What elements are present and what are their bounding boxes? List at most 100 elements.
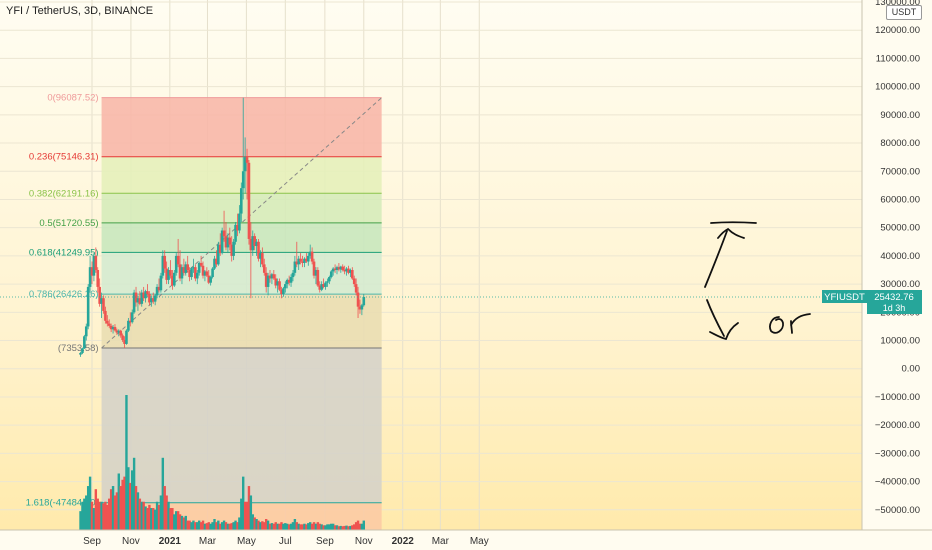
candle-body	[104, 310, 107, 321]
drawing-annotations[interactable]	[704, 221, 811, 341]
volume-bar	[224, 522, 228, 530]
volume-bar	[228, 523, 232, 530]
candle-body	[127, 320, 130, 331]
volume-bar	[261, 521, 264, 530]
volume-bar	[257, 520, 260, 530]
candle-body	[144, 291, 147, 299]
candle-body	[111, 326, 115, 330]
volume-bar	[222, 520, 226, 530]
volume-bar	[310, 523, 314, 530]
candle-body	[328, 277, 331, 282]
candle-body	[238, 213, 241, 231]
candle-body	[299, 258, 302, 262]
volume-bar	[297, 523, 300, 530]
candle-body	[333, 268, 337, 270]
volume-bar	[161, 457, 165, 530]
volume-bar	[190, 522, 193, 530]
candle-body	[343, 270, 346, 272]
volume-bar	[291, 522, 295, 530]
volume-bar	[307, 523, 310, 530]
volume-bar	[345, 525, 348, 530]
volume-bar	[136, 492, 140, 530]
volume-bar	[157, 504, 161, 530]
x-axis[interactable]: Sep Nov 2021 Mar May Jul Sep Nov 2022 Mar May	[0, 529, 932, 550]
candle-body	[146, 291, 149, 294]
volume-bar	[236, 522, 239, 530]
y-tick-label: −50000.00	[875, 505, 920, 516]
volume-bar	[255, 519, 258, 530]
candle-body	[312, 261, 316, 276]
candle-body	[243, 157, 247, 172]
y-tick-label: 0.00	[902, 364, 921, 375]
volume-bar	[129, 482, 132, 530]
volume-bar	[268, 523, 272, 530]
volume-bar	[175, 511, 178, 530]
candle-body	[285, 279, 289, 285]
volume-bar	[282, 523, 285, 530]
y-tick-label: 90000.00	[880, 110, 920, 121]
candle-body	[303, 258, 306, 263]
y-tick-label: 120000.00	[875, 25, 920, 36]
volume-bar	[356, 520, 360, 530]
or-o-drawing	[769, 316, 784, 334]
candle-body	[195, 272, 199, 279]
volume-bar	[134, 486, 138, 530]
candle-body	[155, 286, 159, 296]
candle-body	[199, 262, 203, 266]
volume-bar	[150, 508, 153, 530]
volume-bar	[328, 524, 331, 530]
volume-bar	[188, 520, 191, 530]
candle-body	[276, 281, 279, 286]
candle-body	[262, 264, 266, 273]
volume-bar	[132, 457, 136, 530]
candle-body	[173, 272, 176, 286]
candle-body	[188, 270, 191, 278]
candle-body	[81, 348, 84, 353]
candle-body	[148, 293, 151, 303]
candle-body	[167, 270, 170, 280]
candle-body	[236, 224, 239, 231]
y-axis[interactable]: 130000.00 120000.00 110000.00 100000.00 9000…	[861, 0, 932, 550]
candle-body	[117, 330, 121, 333]
volume-bar	[280, 522, 283, 530]
candle-body	[134, 292, 138, 303]
candle-body	[211, 268, 214, 278]
volume-bar	[295, 522, 298, 530]
volume-bar	[94, 489, 98, 530]
candle-body	[295, 261, 299, 265]
x-tick-label: Sep	[316, 536, 334, 547]
y-tick-label: 110000.00	[876, 53, 920, 64]
volume-bar	[335, 525, 339, 530]
candle-body	[308, 251, 312, 256]
volume-bar	[247, 486, 251, 530]
candle-body	[205, 271, 209, 276]
fib-label: 0(96087.52)	[47, 93, 98, 104]
volume-bar	[153, 509, 157, 530]
volume-bar	[289, 523, 293, 530]
candle-body	[100, 298, 103, 304]
volume-bar	[203, 523, 207, 530]
volume-bar	[117, 473, 120, 530]
candle-body	[153, 295, 157, 302]
candle-body	[102, 298, 105, 311]
candle-body	[226, 237, 230, 248]
volume-bar	[238, 517, 241, 530]
candle-body	[268, 275, 272, 279]
volume-bar	[186, 520, 189, 530]
candle-body	[230, 244, 234, 256]
price-tag[interactable]: YFIUSDT 25432.76 1d 3h	[822, 290, 922, 314]
currency-badge[interactable]: USDT	[886, 5, 922, 20]
candle-body	[90, 267, 94, 276]
candlesticks[interactable]	[79, 97, 366, 357]
volume-bars	[79, 395, 365, 530]
candle-body	[339, 266, 343, 270]
candle-body	[322, 284, 325, 287]
volume-bar	[115, 492, 119, 530]
volume-bar	[199, 522, 203, 530]
candle-body	[331, 268, 335, 272]
candle-body	[161, 255, 165, 276]
volume-bar	[320, 524, 323, 530]
candle-body	[142, 292, 145, 299]
volume-bar	[217, 520, 220, 530]
